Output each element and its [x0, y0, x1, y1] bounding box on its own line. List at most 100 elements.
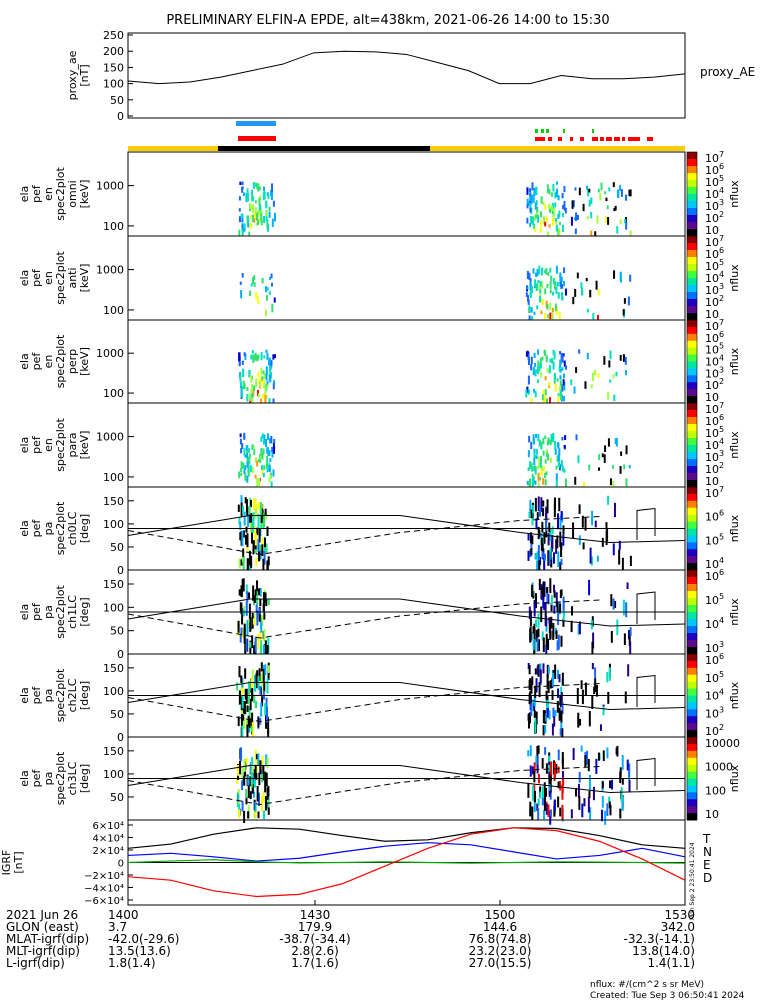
- spectrogram-cell: [537, 456, 540, 463]
- spectrogram-cell: [254, 682, 257, 692]
- spectrogram-cell: [624, 691, 627, 704]
- spectrogram-cell: [542, 389, 545, 398]
- spectrogram-cell: [563, 468, 566, 473]
- colorbar-segment: [687, 299, 697, 303]
- spectrogram-cell: [248, 448, 251, 453]
- spectrogram-cell: [537, 472, 540, 482]
- spectrogram-cell: [596, 314, 599, 322]
- spectrogram-cell: [559, 603, 562, 612]
- colorbar-segment: [687, 556, 697, 561]
- data-marker-green: [592, 129, 594, 133]
- colorbar-segment: [687, 664, 697, 669]
- colorbar-segment: [687, 608, 697, 613]
- spectrogram-cell: [542, 597, 545, 608]
- spectrogram-cell: [249, 215, 252, 219]
- spectrogram-cell: [253, 769, 256, 783]
- spectrogram-cell: [248, 231, 251, 239]
- spectrogram-cell: [546, 453, 549, 461]
- colorbar-segment: [687, 781, 697, 786]
- colorbar-segment: [687, 587, 697, 592]
- igrf-ylabel-1: [nT]: [12, 851, 25, 873]
- spec-ylabel-anti-4: anti: [66, 267, 79, 288]
- spectrogram-cell: [256, 527, 259, 536]
- spectrogram-cell: [545, 509, 548, 524]
- spectrogram-cell: [580, 287, 583, 296]
- spectrogram-cell: [273, 439, 276, 444]
- spectrogram-cell: [240, 603, 243, 615]
- colorbar-segment: [687, 476, 697, 481]
- spectrogram-cell: [530, 547, 533, 556]
- spectrogram-cell: [553, 805, 556, 817]
- spectrogram-cell: [550, 205, 553, 212]
- spectrogram-cell: [540, 537, 543, 551]
- spectrogram-cell: [555, 539, 558, 554]
- colorbar-tick-label: 107: [705, 401, 724, 416]
- spectrogram-cell: [249, 698, 252, 711]
- spectrogram-cell: [243, 448, 246, 456]
- data-marker-red: [614, 137, 620, 141]
- spec-ylabel-omni-3: spec2plot: [54, 167, 67, 221]
- spectrogram-cell: [561, 224, 564, 233]
- colorbar-label: nflux: [728, 598, 741, 626]
- spectrogram-cell: [263, 628, 266, 642]
- spectrogram-cell: [535, 455, 538, 459]
- spectrogram-cell: [258, 607, 261, 622]
- spectrogram-cell: [619, 808, 622, 819]
- spectrogram-cell: [563, 381, 566, 391]
- spectrogram-cell: [557, 213, 560, 219]
- colorbar-segment: [687, 236, 697, 240]
- spectrogram-cell: [557, 766, 560, 774]
- spectrogram-cell: [621, 796, 624, 811]
- spectrogram-cell: [619, 466, 622, 474]
- colorbar-tick-label: 102: [705, 461, 724, 476]
- spectrogram-cell: [255, 604, 258, 613]
- spectrogram-cell: [238, 809, 241, 818]
- colorbar-tick-label: 102: [705, 210, 724, 225]
- spectrogram-cell: [586, 352, 589, 360]
- spectrogram-cell: [557, 610, 560, 625]
- xaxis-row-value: 1.7(1.6): [291, 956, 339, 970]
- spectrogram-cell: [555, 286, 558, 295]
- spectrogram-cell: [533, 448, 536, 456]
- spec-ylabel-ch1LC-1: pef: [30, 602, 43, 621]
- proxy-ytick-label: 200: [103, 45, 124, 58]
- spectrogram-cell: [528, 478, 531, 487]
- spectrogram-cell: [263, 373, 266, 380]
- spectrogram-cell: [248, 690, 251, 697]
- spectrogram-cell: [540, 372, 543, 378]
- colorbar-tick-label: 105: [705, 342, 724, 357]
- spectrogram-cell: [269, 458, 272, 463]
- spectrogram-cell: [247, 458, 250, 465]
- spectrogram-cell: [248, 706, 251, 720]
- colorbar-segment: [687, 538, 697, 543]
- spectrogram-cell: [240, 472, 243, 476]
- spectrogram-cell: [558, 221, 561, 226]
- spectrogram-cell: [597, 752, 600, 761]
- spectrogram-cell: [556, 442, 559, 448]
- spectrogram-cell: [241, 530, 244, 547]
- spectrogram-cell: [263, 550, 266, 565]
- spectrogram-cell: [528, 511, 531, 519]
- spectrogram-cell: [263, 681, 266, 692]
- spectrogram-cell: [549, 772, 552, 781]
- trace-segment: [636, 507, 656, 540]
- spectrogram-cell: [548, 790, 551, 797]
- colorbar-segment: [687, 225, 697, 230]
- spectrogram-cell: [559, 517, 562, 531]
- spectrogram-cell: [267, 359, 270, 366]
- colorbar-segment: [687, 816, 697, 821]
- colorbar-segment: [687, 640, 697, 644]
- colorbar-segment: [687, 771, 697, 776]
- spectrogram-cell: [269, 375, 272, 383]
- eclipse-bar: [218, 146, 430, 151]
- spectrogram-cell: [553, 590, 556, 598]
- spectrogram-cell: [557, 195, 560, 199]
- spectrogram-cell: [256, 612, 259, 626]
- spectrogram-cell: [528, 188, 531, 192]
- spectrogram-cell: [625, 478, 628, 487]
- spectrogram-cell: [561, 784, 564, 800]
- colorbar-segment: [687, 619, 697, 623]
- spectrogram-cell: [273, 446, 276, 454]
- spectrogram-cell: [246, 449, 249, 454]
- spectrogram-cell: [252, 204, 255, 213]
